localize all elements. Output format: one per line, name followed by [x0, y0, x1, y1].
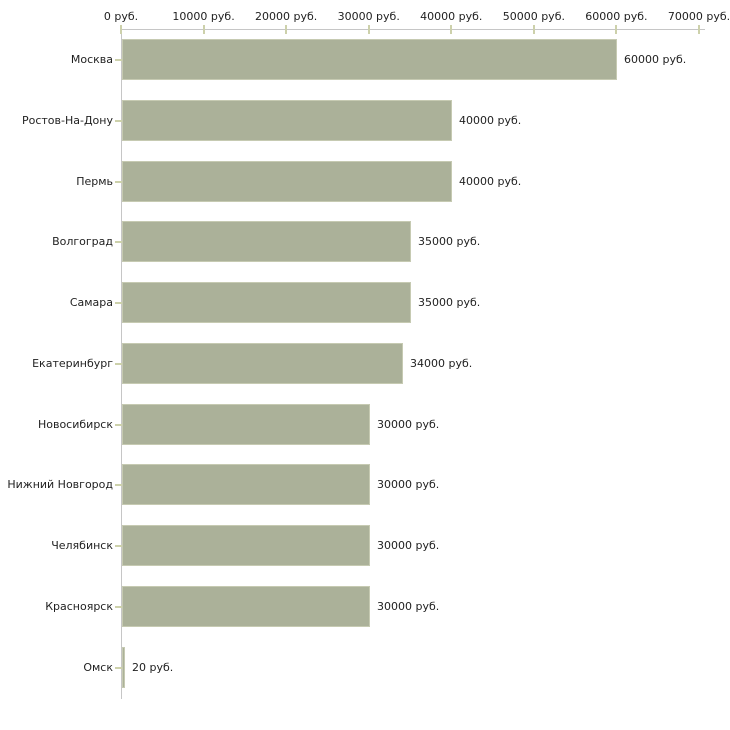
category-label: Омск — [83, 660, 113, 674]
bar — [122, 585, 370, 627]
y-tick-mark — [115, 362, 122, 365]
y-tick-mark — [115, 302, 122, 304]
x-tick-label: 70000 руб. — [667, 10, 730, 23]
bar — [122, 342, 403, 384]
x-tick-label: 60000 руб. — [585, 10, 648, 23]
category-label: Самара — [69, 296, 113, 309]
category-label: Волгоград — [52, 235, 113, 249]
category-label: Нижний Новгород — [7, 478, 113, 492]
x-tick-label: 30000 руб. — [337, 10, 400, 23]
x-tick-label: 40000 руб. — [420, 10, 483, 23]
value-label: 35000 руб. — [418, 235, 481, 249]
y-tick-mark — [115, 666, 122, 669]
y-tick-mark — [115, 241, 122, 244]
value-label: 30000 руб. — [377, 539, 440, 552]
bar — [122, 39, 617, 80]
value-label: 40000 руб. — [459, 174, 522, 188]
bar — [122, 99, 452, 141]
x-tick-mark — [450, 25, 453, 34]
x-tick-label: 0 руб. — [103, 10, 139, 23]
value-label: 40000 руб. — [459, 113, 522, 127]
x-tick-mark — [698, 25, 700, 34]
y-tick-mark — [115, 545, 122, 547]
y-tick-mark — [115, 59, 122, 61]
x-tick-mark — [120, 25, 122, 34]
value-label: 20 руб. — [132, 660, 174, 674]
bar — [122, 646, 125, 688]
y-tick-mark — [115, 119, 122, 122]
category-label: Новосибирск — [37, 417, 113, 431]
category-label: Красноярск — [45, 599, 113, 613]
x-tick-label: 50000 руб. — [502, 10, 565, 23]
value-label: 35000 руб. — [418, 296, 481, 309]
x-tick-mark — [285, 25, 288, 34]
category-label: Пермь — [76, 174, 113, 188]
x-tick-mark — [367, 25, 370, 34]
x-tick-label: 10000 руб. — [172, 10, 235, 23]
bar — [122, 160, 452, 202]
bar — [122, 282, 411, 323]
bar — [122, 403, 370, 445]
y-tick-mark — [115, 423, 122, 426]
value-label: 60000 руб. — [624, 53, 687, 66]
value-label: 34000 руб. — [410, 356, 473, 370]
category-label: Челябинск — [51, 539, 113, 552]
x-tick-mark — [532, 25, 535, 34]
category-label: Ростов-На-Дону — [21, 113, 113, 127]
value-label: 30000 руб. — [377, 478, 440, 492]
x-tick-label: 20000 руб. — [255, 10, 318, 23]
category-label: Москва — [70, 53, 113, 66]
y-tick-mark — [115, 180, 122, 183]
y-tick-mark — [115, 484, 122, 487]
x-axis-line — [121, 29, 705, 30]
bar — [122, 221, 411, 263]
bar — [122, 464, 370, 506]
bar — [122, 525, 370, 566]
x-tick-mark — [202, 25, 205, 34]
x-tick-mark — [615, 25, 618, 34]
y-tick-mark — [115, 605, 122, 608]
value-label: 30000 руб. — [377, 417, 440, 431]
value-label: 30000 руб. — [377, 599, 440, 613]
category-label: Екатеринбург — [32, 356, 113, 370]
